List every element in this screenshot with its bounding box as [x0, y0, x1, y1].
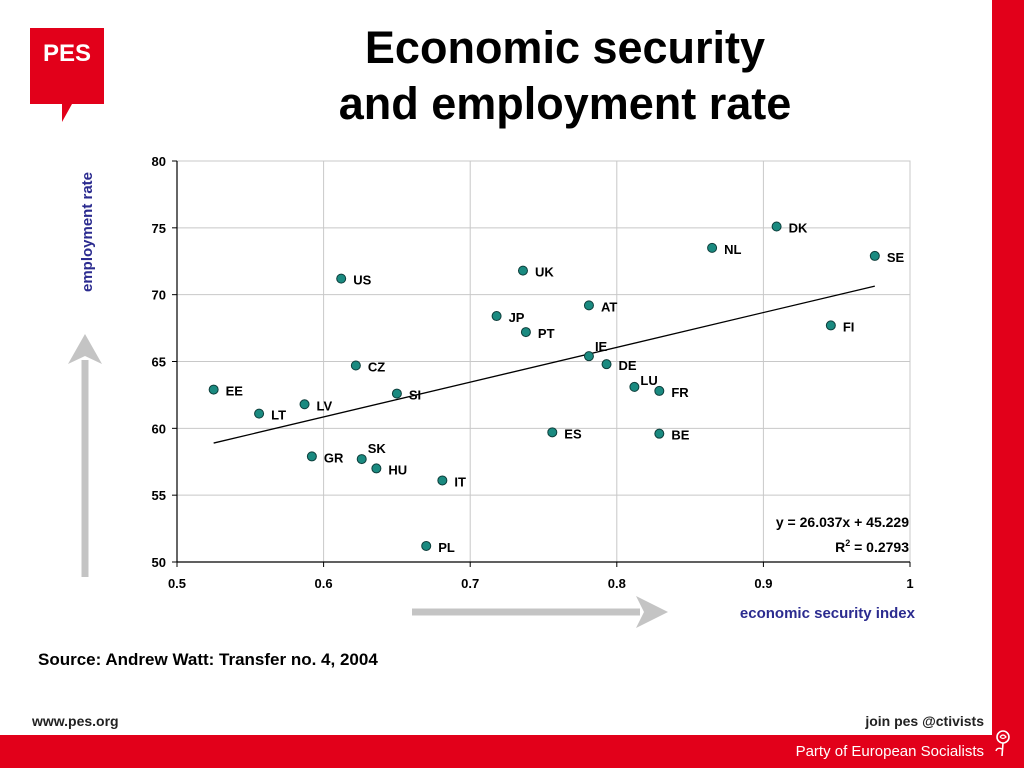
- data-point-lt: [254, 408, 265, 419]
- y-axis-label: employment rate: [79, 172, 96, 292]
- r-squared-value: = 0.2793: [850, 539, 909, 555]
- x-tick-label: 0.9: [754, 576, 772, 591]
- data-point-dk: [771, 221, 782, 232]
- data-point-gr: [306, 451, 317, 462]
- x-tick-label: 0.6: [315, 576, 333, 591]
- point-label-uk: UK: [535, 265, 554, 280]
- data-point-pl: [421, 540, 432, 551]
- y-tick-label: 70: [152, 288, 166, 303]
- footer-join-link[interactable]: join pes @ctivists: [865, 713, 984, 729]
- point-label-lu: LU: [640, 373, 657, 388]
- data-point-nl: [707, 242, 718, 253]
- point-label-fr: FR: [671, 385, 689, 400]
- point-label-hu: HU: [388, 462, 407, 477]
- data-point-us: [336, 273, 347, 284]
- data-point-be: [654, 428, 665, 439]
- r-squared-superscript: 2: [845, 538, 850, 548]
- data-point-uk: [517, 265, 528, 276]
- trendline-equation: y = 26.037x + 45.229: [776, 514, 909, 530]
- point-label-jp: JP: [509, 310, 525, 325]
- data-point-fi: [825, 320, 836, 331]
- data-point-sk: [356, 454, 367, 465]
- y-tick-label: 50: [152, 555, 166, 570]
- point-label-gr: GR: [324, 450, 344, 465]
- source-note: Source: Andrew Watt: Transfer no. 4, 200…: [38, 650, 378, 669]
- r-squared-symbol: R: [835, 539, 845, 555]
- data-point-hu: [371, 463, 382, 474]
- title-line-2: and employment rate: [338, 78, 792, 129]
- point-label-it: IT: [454, 474, 466, 489]
- data-point-se: [869, 250, 880, 261]
- y-direction-arrow-head: [68, 334, 102, 364]
- brand-footer-bar: [0, 735, 1024, 768]
- data-point-cz: [350, 360, 361, 371]
- data-point-lv: [299, 399, 310, 410]
- point-label-si: SI: [409, 388, 421, 403]
- data-point-fr: [654, 385, 665, 396]
- x-axis-label: economic security index: [740, 605, 916, 622]
- point-label-at: AT: [601, 299, 617, 314]
- point-label-nl: NL: [724, 242, 741, 257]
- y-tick-label: 55: [152, 488, 166, 503]
- y-tick-label: 65: [152, 355, 166, 370]
- point-label-ie: IE: [595, 339, 608, 354]
- point-label-sk: SK: [368, 441, 387, 456]
- y-tick-label: 60: [152, 421, 166, 436]
- data-point-si: [391, 388, 402, 399]
- pes-logo-text: PES: [43, 40, 91, 67]
- point-label-cz: CZ: [368, 360, 385, 375]
- title-line-1: Economic security: [364, 22, 766, 73]
- pes-logo: PES: [30, 28, 104, 122]
- point-label-se: SE: [887, 250, 905, 265]
- point-label-pt: PT: [538, 326, 555, 341]
- footer-url-link[interactable]: www.pes.org: [32, 713, 119, 729]
- rose-icon: [995, 730, 1010, 757]
- footer-party-name: Party of European Socialists: [795, 743, 984, 760]
- point-label-de: DE: [619, 358, 637, 373]
- trendline-r-squared: R2 = 0.2793: [835, 538, 909, 555]
- data-point-it: [437, 475, 448, 486]
- point-label-us: US: [353, 273, 371, 288]
- point-label-pl: PL: [438, 540, 455, 555]
- y-tick-label: 80: [152, 154, 166, 169]
- data-point-pt: [520, 327, 531, 338]
- point-label-fi: FI: [843, 319, 855, 334]
- data-point-de: [601, 359, 612, 370]
- x-tick-label: 0.7: [461, 576, 479, 591]
- data-point-ie: [583, 351, 594, 362]
- x-tick-label: 1: [906, 576, 913, 591]
- point-label-es: ES: [564, 426, 582, 441]
- data-point-jp: [491, 311, 502, 322]
- point-label-lv: LV: [317, 398, 333, 413]
- data-point-lu: [629, 381, 640, 392]
- data-point-at: [583, 300, 594, 311]
- point-label-ee: EE: [226, 384, 244, 399]
- x-direction-arrow-head: [636, 596, 668, 628]
- data-point-ee: [208, 384, 219, 395]
- data-point-es: [547, 427, 558, 438]
- page-title: Economic security and employment rate: [300, 20, 830, 132]
- trendline: [213, 285, 875, 444]
- brand-side-bar: [992, 0, 1024, 735]
- point-label-be: BE: [671, 428, 689, 443]
- x-tick-label: 0.8: [608, 576, 626, 591]
- point-label-lt: LT: [271, 408, 286, 423]
- point-label-dk: DK: [789, 220, 808, 235]
- y-tick-label: 75: [152, 221, 166, 236]
- x-tick-label: 0.5: [168, 576, 186, 591]
